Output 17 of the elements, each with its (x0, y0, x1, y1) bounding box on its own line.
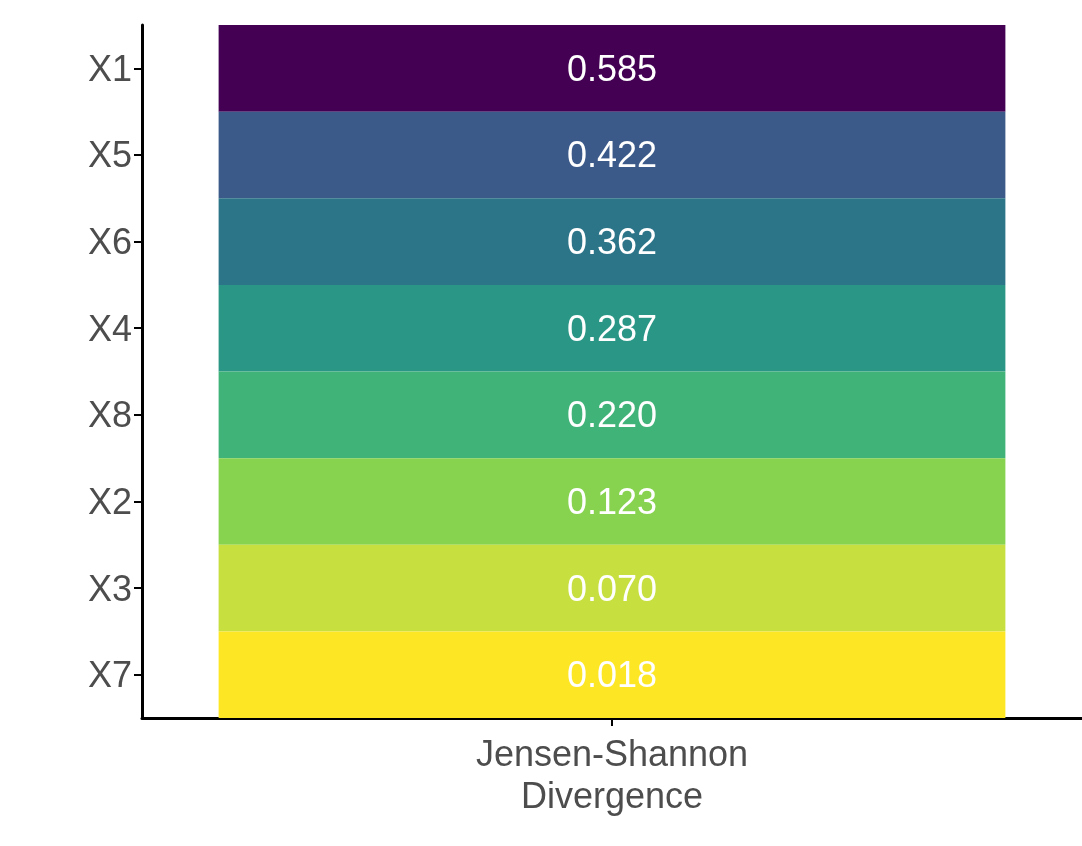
data-label: 0.422 (566, 134, 658, 176)
y-tick-label: X6 (87, 221, 132, 263)
x-tick-label: Jensen-Shannon Divergence (475, 732, 749, 816)
y-tick-label: X7 (87, 654, 132, 696)
y-tick-label: X2 (87, 480, 132, 522)
y-tick-label: X3 (87, 567, 132, 609)
data-label: 0.070 (566, 567, 658, 609)
y-tick-label: X5 (87, 134, 132, 176)
y-tick-label: X1 (87, 47, 132, 89)
y-tick-label: X8 (87, 394, 132, 436)
data-label: 0.362 (566, 221, 658, 263)
data-label: 0.220 (566, 394, 658, 436)
data-label: 0.123 (566, 480, 658, 522)
data-label: 0.287 (566, 307, 658, 349)
data-label: 0.585 (566, 47, 658, 89)
data-label: 0.018 (566, 654, 658, 696)
y-tick-label: X4 (87, 307, 132, 349)
